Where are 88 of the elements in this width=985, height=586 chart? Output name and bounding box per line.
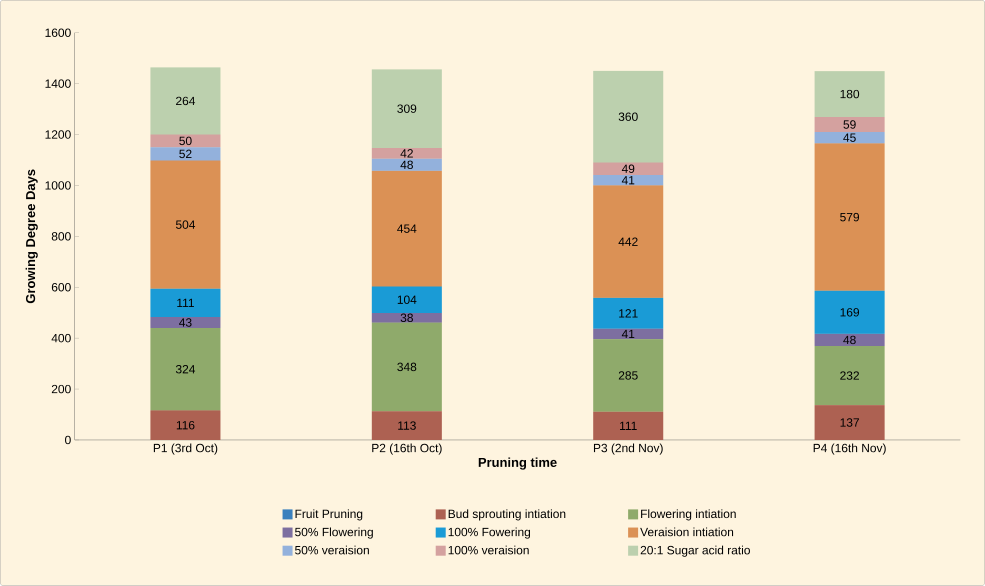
data-label: 137 [840,418,859,427]
y-tick-label: 0 [65,436,71,444]
bar [593,162,664,176]
bar [372,158,442,172]
legend-label: Bud sprouting intiation [448,509,566,521]
y-tick-label: 800 [52,232,71,241]
bar [372,411,442,440]
data-label: 49 [622,164,634,174]
y-tick-label: 400 [52,334,71,342]
bar [593,71,664,163]
data-label: 111 [177,298,194,308]
data-label: 42 [400,149,413,158]
bar [814,346,885,406]
data-label: 169 [840,308,860,317]
data-label: 309 [397,104,416,114]
bar [593,298,664,329]
data-label: 504 [176,220,196,229]
x-tick-label: P4 (16th Nov) [814,444,886,455]
data-label: 50 [179,136,192,146]
data-label: 48 [843,336,856,344]
data-label: 45 [843,134,856,142]
data-label: 38 [400,314,413,322]
data-label: 41 [622,176,634,184]
bar [150,134,220,148]
bar [150,410,220,440]
y-tick-label: 1200 [46,130,71,139]
data-label: 232 [840,371,859,380]
bar [814,334,885,346]
data-label: 285 [618,371,638,380]
data-label: 454 [397,224,416,233]
data-label: 104 [398,296,416,304]
y-tick-label: 1400 [46,80,71,88]
legend-label: 50% Flowering [295,528,373,539]
bar [372,69,442,148]
bar [150,147,220,161]
bar [150,317,220,328]
bar [150,328,220,411]
bar [372,171,442,287]
bar [593,186,664,298]
legend-label: 100% Fowering [448,528,530,539]
bar [814,405,885,440]
data-label: 59 [843,120,856,129]
data-label: 264 [176,96,196,106]
bar [593,175,664,186]
data-label: 579 [840,213,860,222]
bar [814,117,885,132]
bar [150,288,220,318]
data-label: 43 [179,318,192,327]
data-label: 116 [176,421,194,430]
data-label: 52 [179,150,192,158]
bar [150,160,220,289]
data-label: 442 [618,238,638,246]
bar [814,132,885,144]
data-label: 324 [176,365,196,374]
bar [814,71,885,118]
legend-label: 100% veraision [448,546,529,555]
data-label: 360 [618,112,638,122]
legend-label: Fruit Pruning [296,509,362,521]
y-tick-label: 600 [52,283,71,292]
data-label: 348 [397,362,416,372]
y-tick-label: 200 [52,384,71,394]
bar [372,148,442,159]
data-label: 121 [619,309,638,318]
data-label: 48 [400,160,413,170]
y-axis-title: Growing Degree Days [26,170,38,304]
legend-label: Veraision intiation [640,528,734,536]
bar [372,286,442,314]
x-axis-title: Pruning time [478,458,557,470]
bar [372,313,442,323]
x-tick-label: P2 (16th Oct) [372,444,442,455]
data-label: 111 [620,422,637,430]
data-label: 113 [398,421,416,430]
bar [593,339,664,412]
bar [593,412,664,440]
bar [814,144,885,291]
y-tick-label: 1600 [46,28,71,38]
legend-label: 50% veraision [295,546,369,555]
bar [150,67,220,135]
x-tick-label: P1 (3rd Oct) [154,444,218,455]
x-tick-label: P3 (2nd Nov) [594,444,663,455]
bar [593,328,664,340]
data-label: 41 [622,330,634,338]
bar [814,290,885,334]
legend-label: Flowering intiation [641,509,736,521]
data-label: 180 [840,90,860,98]
bar [372,322,442,412]
y-tick-label: 1000 [46,181,71,190]
legend-label: 20:1 Sugar acid ratio [640,546,750,557]
